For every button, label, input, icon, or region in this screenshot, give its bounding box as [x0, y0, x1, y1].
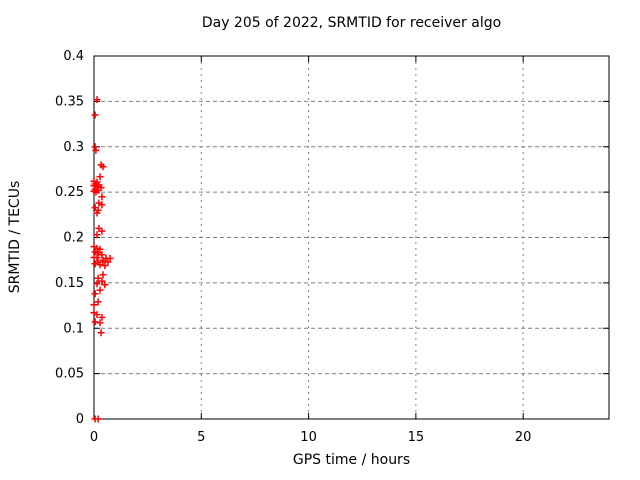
x-tick-label: 5 [197, 430, 205, 445]
y-tick-label: 0.3 [63, 140, 84, 155]
y-tick-label: 0.25 [55, 185, 84, 200]
y-tick-label: 0.1 [63, 321, 84, 336]
x-tick-label: 15 [408, 430, 425, 445]
x-tick-label: 0 [90, 430, 98, 445]
y-tick-label: 0.2 [63, 231, 84, 246]
y-tick-label: 0.4 [63, 49, 84, 64]
y-tick-label: 0 [76, 412, 84, 427]
x-axis-label: GPS time / hours [292, 452, 411, 468]
x-tick-label: 10 [300, 430, 317, 445]
y-tick-label: 0.15 [55, 276, 84, 291]
chart-title: Day 205 of 2022, SRMTID for receiver alg… [201, 15, 502, 31]
y-tick-label: 0.35 [55, 94, 84, 109]
scatter-points [90, 96, 114, 423]
x-tick-label: 20 [515, 430, 532, 445]
y-tick-label: 0.05 [55, 367, 84, 382]
